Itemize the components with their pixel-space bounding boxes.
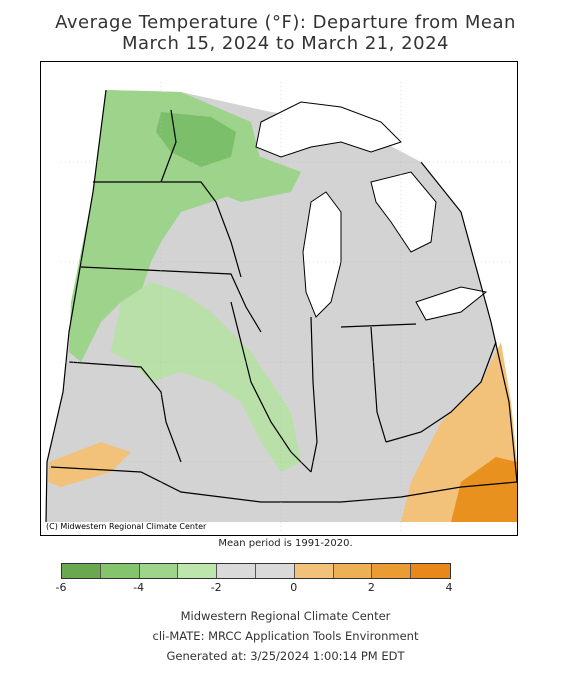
state-boundary: [50, 466, 341, 503]
map-credit: (C) Midwestern Regional Climate Center: [46, 522, 207, 531]
state-boundary: [310, 316, 318, 473]
legend-swatch: [62, 564, 101, 578]
footer-generated: Generated at: 3/25/2024 1:00:14 PM EDT: [166, 649, 405, 663]
lake-huron: [370, 171, 437, 253]
legend-swatch: [217, 564, 256, 578]
orange-region-east-dark: [451, 457, 517, 522]
legend-tick-label: 4: [445, 581, 453, 594]
footer-tool: cli-MATE: MRCC Application Tools Environ…: [152, 629, 419, 643]
state-boundary: [230, 301, 312, 473]
state-boundary: [385, 341, 497, 443]
state-boundary: [45, 89, 107, 523]
state-boundary: [160, 109, 177, 183]
legend-swatch: [100, 564, 140, 578]
legend-swatch: [294, 564, 334, 578]
state-boundary: [80, 266, 262, 333]
legend-swatch: [333, 564, 373, 578]
green-region-central: [111, 282, 301, 472]
state-boundary: [420, 161, 517, 483]
legend-swatch: [178, 564, 218, 578]
legend-swatch: [139, 564, 179, 578]
color-legend: -6 -4 -2 0 2 4: [56, 563, 453, 594]
legend-tick-label: -4: [133, 581, 145, 594]
orange-region-southwest: [48, 442, 131, 487]
legend-swatch: [372, 564, 412, 578]
footer-org: Midwestern Regional Climate Center: [180, 609, 391, 623]
state-boundary: [370, 326, 387, 443]
state-boundary: [68, 361, 182, 463]
green-region-upper-mi: [211, 157, 301, 202]
temperature-departure-map: [40, 61, 518, 536]
legend-tick-label: 2: [367, 581, 375, 594]
map-title: Average Temperature (°F): Departure from…: [55, 12, 516, 33]
lake-michigan: [302, 191, 342, 318]
lake-erie: [415, 286, 488, 321]
state-boundary: [93, 181, 242, 278]
legend-tick-label: 0: [290, 581, 298, 594]
state-boundary: [340, 323, 417, 328]
map-date-range: March 15, 2024 to March 21, 2024: [121, 33, 449, 54]
legend-swatch: [411, 564, 450, 578]
legend-swatch: [255, 564, 295, 578]
lake-superior: [255, 101, 402, 158]
green-region-dark: [156, 112, 236, 167]
state-boundary: [340, 481, 517, 503]
mean-period-note: Mean period is 1991-2020.: [218, 538, 353, 549]
legend-tick-label: -6: [55, 581, 67, 594]
legend-bar: [61, 563, 451, 579]
legend-tick-label: -2: [210, 581, 222, 594]
